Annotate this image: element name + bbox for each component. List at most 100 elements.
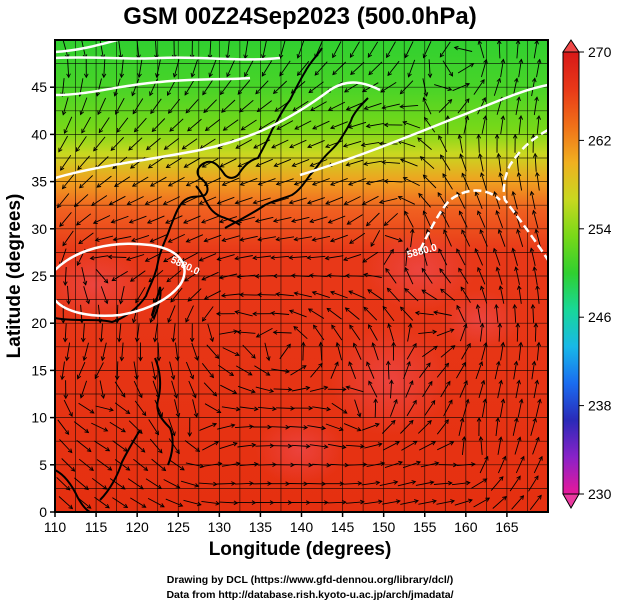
wind-streamline <box>418 500 437 505</box>
plot-area: 5880.0 5880.0 <box>55 40 548 512</box>
wind-arrowhead <box>438 248 443 254</box>
wind-streamline <box>330 234 348 242</box>
wind-streamline <box>498 40 501 59</box>
wind-arrowhead <box>183 163 189 168</box>
wind-arrowhead <box>307 143 313 149</box>
wind-arrowhead <box>356 427 362 432</box>
wind-streamline <box>239 463 258 467</box>
wind-arrowhead <box>113 91 118 97</box>
wind-streamline <box>512 78 518 97</box>
wind-streamline <box>262 40 267 59</box>
wind-streamline <box>456 192 466 209</box>
wind-streamline <box>328 215 346 224</box>
wind-streamline <box>478 380 485 399</box>
wind-arrowhead <box>275 236 281 242</box>
wind-arrowhead <box>108 201 114 206</box>
wind-streamline <box>423 174 437 189</box>
wind-arrowhead <box>214 354 220 360</box>
x-tick-label: 155 <box>413 519 437 535</box>
wind-streamline <box>517 399 523 418</box>
wind-streamline <box>271 426 290 428</box>
wind-arrowhead <box>459 417 465 423</box>
wind-streamline <box>109 421 126 433</box>
wind-streamline <box>271 197 289 204</box>
wind-arrowhead <box>456 304 461 310</box>
wind-arrowhead <box>512 303 518 309</box>
wind-streamline <box>221 99 236 113</box>
wind-arrowhead <box>500 115 506 120</box>
wind-streamline <box>536 115 540 134</box>
contour-5880-west <box>55 242 186 317</box>
wind-streamline <box>78 232 94 244</box>
wind-arrowhead <box>529 247 535 253</box>
wind-streamline <box>184 157 201 168</box>
wind-streamline <box>184 79 195 96</box>
wind-arrowhead <box>458 210 463 216</box>
wind-arrowhead <box>247 371 253 376</box>
wind-streamline <box>60 155 72 171</box>
wind-streamline <box>405 380 414 398</box>
wind-arrowhead <box>485 497 491 502</box>
wind-arrowhead <box>194 356 199 361</box>
wind-arrowhead <box>305 444 311 449</box>
wind-arrowhead <box>175 412 181 418</box>
wind-arrowhead <box>385 360 391 366</box>
wind-arrowhead <box>285 369 290 374</box>
wind-streamline <box>384 461 403 469</box>
wind-streamline <box>423 41 432 58</box>
wind-arrowhead <box>137 73 142 79</box>
wind-arrowhead <box>429 480 435 485</box>
wind-streamline <box>181 196 199 205</box>
wind-streamline <box>350 41 360 58</box>
wind-arrowhead <box>244 72 249 78</box>
wind-streamline <box>132 176 149 187</box>
wind-streamline <box>204 290 222 300</box>
wind-streamline <box>256 158 273 167</box>
wind-streamline <box>221 406 240 411</box>
wind-arrowhead <box>347 124 353 129</box>
wind-streamline <box>386 41 396 58</box>
wind-arrowhead <box>348 181 353 186</box>
wind-arrowhead <box>536 115 542 120</box>
wind-streamline <box>173 59 180 78</box>
wind-arrowhead <box>89 255 95 261</box>
wind-streamline <box>345 501 364 504</box>
wind-streamline <box>279 40 286 59</box>
wind-arrowhead <box>398 460 404 466</box>
wind-streamline <box>457 98 470 114</box>
wind-streamline <box>320 342 323 361</box>
wind-arrowhead <box>426 362 431 368</box>
wind-streamline <box>532 437 540 455</box>
wind-arrowhead <box>167 238 173 243</box>
wind-arrowhead <box>484 455 489 461</box>
wind-arrowhead <box>190 72 196 78</box>
wind-streamline <box>462 399 469 417</box>
wind-streamline <box>404 288 419 302</box>
wind-arrowhead <box>271 144 277 149</box>
wind-streamline <box>348 290 366 299</box>
wind-arrowhead <box>78 239 84 245</box>
wind-arrowhead <box>265 371 271 376</box>
wind-streamline <box>497 437 502 455</box>
wind-streamline <box>440 381 451 398</box>
wind-streamline <box>366 122 385 127</box>
wind-arrowhead <box>463 380 468 386</box>
wind-arrowhead <box>273 162 279 168</box>
wind-arrowhead <box>402 120 408 126</box>
wind-arrowhead <box>61 184 67 190</box>
wind-streamline <box>94 440 110 452</box>
wind-arrowhead <box>270 310 275 316</box>
wind-arrowhead <box>386 287 392 293</box>
wind-streamline <box>292 158 310 167</box>
wind-arrowhead <box>85 299 91 305</box>
wind-streamline <box>95 405 114 411</box>
wind-arrowhead <box>377 442 383 447</box>
wind-streamline <box>348 361 357 379</box>
wind-arrowhead <box>308 405 314 411</box>
wind-streamline <box>91 195 108 206</box>
wind-arrowhead <box>432 499 437 504</box>
wind-streamline <box>149 438 163 454</box>
wind-streamline <box>199 253 217 262</box>
wind-streamline <box>309 386 328 392</box>
wind-arrowhead <box>234 310 240 315</box>
